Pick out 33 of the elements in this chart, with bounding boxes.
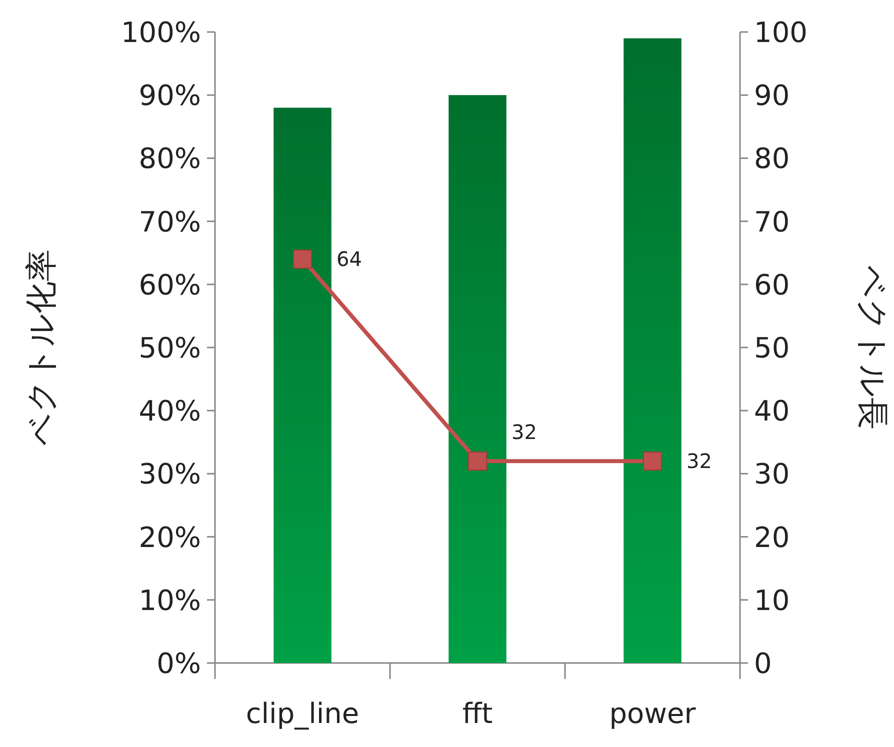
- y2-tick-label: 0: [754, 647, 772, 680]
- x-tick-label: fft: [462, 697, 493, 730]
- y2-tick-label: 70: [754, 205, 790, 238]
- y2-tick-label: 100: [754, 16, 808, 49]
- y-tick-label: 20%: [138, 520, 201, 554]
- bar: [448, 95, 506, 663]
- y-tick-label: 90%: [138, 79, 201, 112]
- bar: [274, 108, 332, 663]
- y-tick-label: 80%: [138, 142, 201, 176]
- x-tick-label: power: [609, 697, 696, 730]
- data-label: 32: [512, 420, 537, 444]
- y-tick-label: 0%: [156, 647, 201, 680]
- y2-tick-label: 40: [754, 394, 790, 428]
- y2-tick-label: 30: [754, 458, 790, 491]
- y-tick-label: 40%: [138, 394, 201, 428]
- data-label: 64: [336, 247, 362, 272]
- y-tick-label: 30%: [138, 458, 201, 491]
- y2-tick-label: 50: [754, 332, 790, 364]
- x-tick-label: clip_line: [246, 697, 360, 730]
- y2-tick-label: 90: [754, 79, 790, 112]
- y-tick-label: 50%: [138, 332, 201, 364]
- bar: [624, 38, 682, 663]
- y-tick-label: 60%: [138, 268, 201, 302]
- data-label: 32: [686, 449, 712, 474]
- y-tick-label: 100%: [120, 16, 201, 49]
- y-tick-label: 10%: [138, 584, 201, 617]
- y2-tick-label: 20: [754, 520, 790, 554]
- y2-tick-label: 10: [754, 584, 790, 617]
- y2-tick-label: 80: [754, 142, 790, 176]
- y2-tick-label: 60: [754, 268, 790, 302]
- y-axis-title: ベクトル化率: [22, 250, 60, 446]
- y-tick-label: 70%: [138, 205, 201, 238]
- y2-axis-title: ベクトル長: [854, 266, 892, 430]
